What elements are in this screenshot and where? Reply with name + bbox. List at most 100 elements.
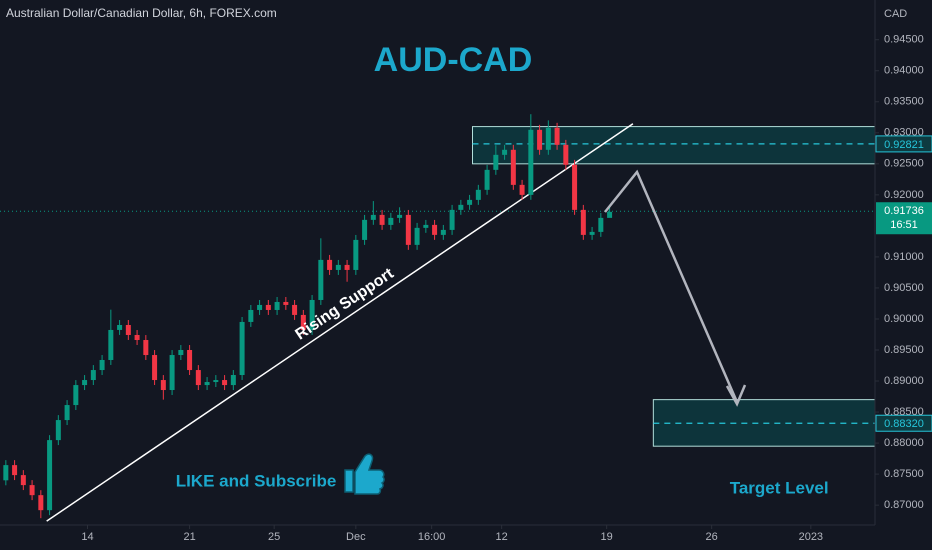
y-tick-label: 0.89000 — [884, 375, 924, 387]
candle-body — [195, 370, 201, 386]
price-label-box — [875, 135, 932, 153]
projection-arrow — [604, 169, 739, 403]
x-tick-label: 14 — [81, 531, 93, 543]
candle-body — [589, 231, 595, 235]
candle-body — [90, 370, 96, 381]
y-tick-label: 0.87000 — [884, 499, 924, 511]
candle-body — [545, 127, 551, 150]
candle-body — [580, 209, 586, 235]
candle-body — [292, 304, 298, 315]
candle-body — [204, 382, 210, 386]
price-label: 0.88320 — [884, 418, 924, 430]
candle-body — [20, 475, 26, 486]
y-tick-label: 0.93000 — [884, 127, 924, 139]
candle-body — [152, 355, 158, 381]
candle-body — [82, 380, 88, 386]
zone-label: Target Level — [730, 478, 829, 497]
last-price-label: 0.91736 — [884, 205, 924, 217]
candle-body — [370, 214, 376, 220]
y-tick-label: 0.87500 — [884, 468, 924, 480]
annotation: LIKE and Subscribe — [176, 471, 337, 490]
candle-body — [29, 485, 35, 496]
candle-body — [38, 495, 44, 511]
candle-body — [134, 334, 140, 341]
candle-body — [379, 214, 385, 225]
candle-body — [563, 144, 569, 165]
candle-body — [405, 214, 411, 245]
candle-body — [300, 314, 306, 330]
candle-body — [528, 129, 534, 195]
candle-body — [519, 184, 525, 195]
countdown-label: 16:51 — [890, 219, 918, 231]
thumbs-up-icon — [344, 453, 385, 495]
candle-body — [484, 169, 490, 190]
candle-body — [178, 350, 184, 356]
price-label: 0.92821 — [884, 139, 924, 151]
candle-body — [108, 329, 114, 360]
candle-body — [117, 324, 123, 330]
candle-body — [397, 214, 403, 218]
candle-body — [510, 149, 516, 185]
candle-body — [475, 189, 481, 200]
candle-body — [318, 259, 324, 300]
y-tick-label: 0.90500 — [884, 282, 924, 294]
y-tick-label: 0.92500 — [884, 158, 924, 170]
candle-body — [283, 301, 289, 305]
y-tick-label: 0.92000 — [884, 189, 924, 201]
candle-body — [432, 224, 438, 235]
y-tick-label: 0.91000 — [884, 251, 924, 263]
candle-body — [47, 440, 53, 511]
candle-body — [160, 380, 166, 391]
y-axis-label: CAD — [884, 8, 907, 20]
y-tick-label: 0.90000 — [884, 313, 924, 325]
candle-body — [414, 227, 420, 245]
price-label-box — [875, 414, 932, 432]
chart-title: AUD-CAD — [374, 41, 533, 79]
candle-body — [222, 380, 228, 386]
candle-body — [12, 465, 18, 476]
candle-body — [467, 199, 473, 205]
candle-body — [362, 219, 368, 240]
x-tick-label: 25 — [268, 531, 280, 543]
candle-body — [458, 204, 464, 210]
candle-body — [572, 164, 578, 210]
candle-body — [423, 224, 429, 228]
candle-body — [449, 209, 455, 230]
last-price-box — [876, 202, 932, 235]
plot-layer — [0, 114, 876, 522]
candle-body — [187, 350, 193, 371]
candle-body — [265, 304, 271, 310]
candle-body — [554, 127, 560, 145]
candle-body — [143, 340, 149, 356]
candle-body — [257, 304, 263, 310]
y-tick-label: 0.94500 — [884, 34, 924, 46]
candle-body — [344, 264, 350, 270]
x-tick-label: 19 — [601, 531, 613, 543]
candle-body — [502, 149, 508, 155]
x-tick-label: 12 — [496, 531, 508, 543]
y-tick-label: 0.88500 — [884, 406, 924, 418]
candle-body — [125, 324, 131, 335]
candle-body — [64, 405, 70, 421]
candle-body — [55, 420, 61, 441]
x-tick-label: 2023 — [799, 531, 823, 543]
arrow-head — [725, 384, 747, 407]
candle-body — [353, 239, 359, 270]
candle-body — [388, 217, 394, 225]
candle-body — [335, 264, 341, 270]
candle-body — [239, 321, 245, 376]
candle-body — [598, 217, 604, 232]
candle-body — [230, 375, 236, 386]
y-tick-label: 0.88000 — [884, 437, 924, 449]
candle-body — [99, 359, 105, 371]
candle-body — [73, 385, 79, 406]
x-tick-label: 26 — [706, 531, 718, 543]
y-tick-label: 0.93500 — [884, 96, 924, 108]
x-tick-label: 21 — [183, 531, 195, 543]
y-tick-label: 0.89500 — [884, 344, 924, 356]
candle-body — [493, 154, 499, 170]
x-tick-label: Dec — [346, 531, 366, 543]
candle-body — [327, 259, 333, 270]
